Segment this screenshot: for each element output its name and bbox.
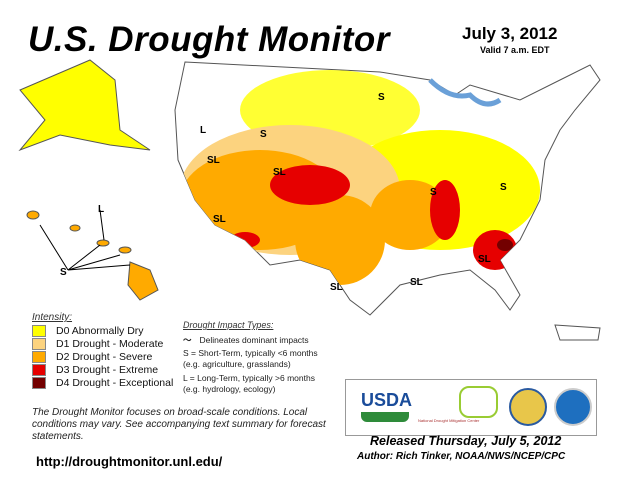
legend-label: D4 Drought - Exceptional	[56, 377, 174, 389]
map-label-sl: SL	[273, 167, 286, 178]
legend-label: D1 Drought - Moderate	[56, 338, 164, 350]
map-label-sl: SL	[213, 214, 226, 225]
legend-item-d3: D3 Drought - Extreme	[32, 364, 158, 376]
map-label-l: L	[200, 125, 206, 136]
author: Author: Rich Tinker, NOAA/NWS/NCEP/CPC	[357, 451, 566, 462]
boundary-line-icon: 〜	[183, 335, 192, 345]
map-label-sl: SL	[410, 277, 423, 288]
legend-swatch	[32, 338, 46, 350]
d3-area	[270, 165, 350, 205]
legend-item-d2: D2 Drought - Severe	[32, 351, 152, 363]
d4-area	[497, 239, 513, 251]
valid-time: Valid 7 a.m. EDT	[480, 45, 550, 55]
website-link[interactable]: http://droughtmonitor.unl.edu/	[36, 454, 223, 469]
d3-area	[430, 180, 460, 240]
impact-short-term: S = Short-Term, typically <6 months	[183, 348, 318, 358]
d2-area	[370, 180, 450, 250]
impact-short-term-example: (e.g. agriculture, grasslands)	[183, 359, 291, 369]
hawaii-label-leaders	[39, 209, 131, 271]
impact-title: Drought Impact Types:	[183, 320, 274, 330]
legend-item-d1: D1 Drought - Moderate	[32, 338, 163, 350]
legend-swatch	[32, 325, 46, 337]
partner-logos: USDA National Drought Mitigation Center	[345, 379, 597, 436]
tree-logo-icon	[459, 386, 498, 418]
disclaimer-note: The Drought Monitor focuses on broad-sca…	[32, 407, 326, 442]
legend-swatch	[32, 377, 46, 389]
d3-area	[230, 232, 260, 248]
legend-title: Intensity:	[32, 312, 73, 323]
map-label-s: S	[500, 182, 507, 193]
impact-long-term: L = Long-Term, typically >6 months	[183, 373, 315, 383]
great-lakes	[428, 78, 502, 107]
impact-long-term-example: (e.g. hydrology, ecology)	[183, 384, 276, 394]
map-title: U.S. Drought Monitor	[28, 20, 390, 59]
legend-swatch	[32, 364, 46, 376]
hawaii	[26, 210, 159, 301]
legend-label: D2 Drought - Severe	[56, 351, 153, 363]
impact-line-text: Delineates dominant impacts	[199, 335, 309, 345]
impact-labels: S L L S S SL SL SL SL SL SL S S	[60, 92, 507, 293]
drought-areas	[180, 70, 540, 285]
impact-line-legend: 〜 Delineates dominant impacts	[183, 334, 309, 346]
release-date: Released Thursday, July 5, 2012	[370, 434, 562, 448]
map-label-s: S	[430, 187, 437, 198]
legend-item-d0: D0 Abnormally Dry	[32, 325, 144, 337]
map-label-s: S	[260, 129, 267, 140]
legend-swatch	[32, 351, 46, 363]
map-label-sl: SL	[478, 254, 491, 265]
map-date: July 3, 2012	[462, 24, 558, 43]
usda-logo: USDA	[361, 390, 413, 410]
puerto-rico	[554, 324, 601, 341]
map-label-s: S	[378, 92, 385, 103]
noaa-logo	[554, 388, 592, 426]
d2-area	[295, 195, 385, 285]
legend-label: D0 Abnormally Dry	[56, 325, 144, 337]
map-label-sl: SL	[207, 155, 220, 166]
commerce-seal-icon	[509, 388, 547, 426]
usda-logo-swoosh	[361, 412, 409, 422]
map-label-l: L	[98, 204, 104, 215]
ndmc-logo: National Drought Mitigation Center	[418, 418, 480, 423]
legend-label: D3 Drought - Extreme	[56, 364, 159, 376]
alaska	[18, 59, 151, 152]
map-label-s: S	[60, 267, 67, 278]
map-label-sl: SL	[330, 282, 343, 293]
legend-item-d4: D4 Drought - Exceptional	[32, 377, 173, 389]
